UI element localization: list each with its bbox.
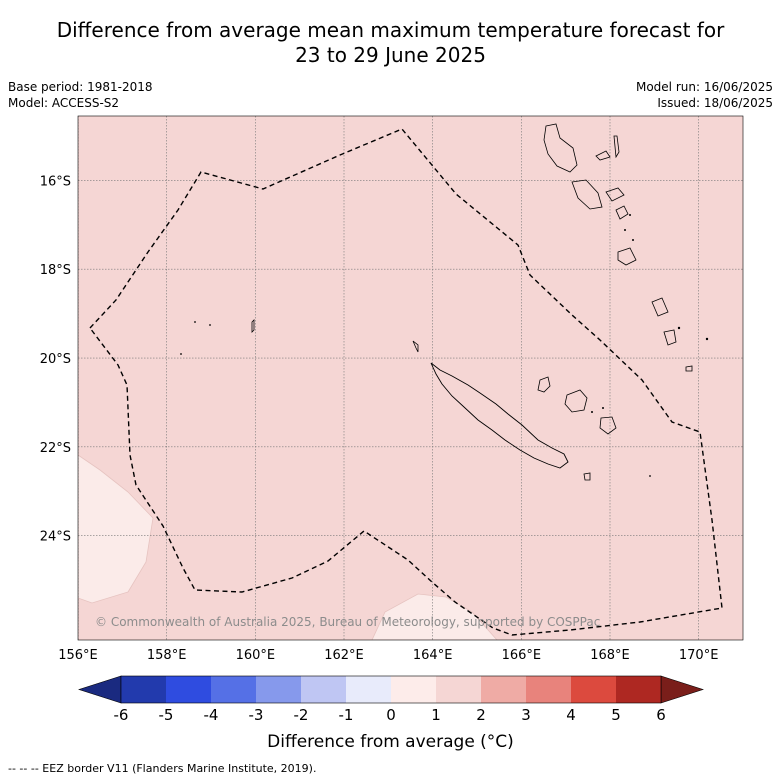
weak-anomaly-area-west xyxy=(78,454,154,604)
colorbar-frame xyxy=(120,675,662,704)
colorbar: -6 -5 -4 -3 -2 -1 0 1 2 3 4 5 6 xyxy=(78,675,704,724)
lat-tick-label: 24°S xyxy=(40,530,71,545)
colorbar-tick-label: 6 xyxy=(656,706,666,724)
gridlines xyxy=(78,116,743,640)
tanna-island xyxy=(651,297,669,317)
colorbar-tick-label: 3 xyxy=(521,706,531,724)
colorbar-tick-label: -5 xyxy=(159,706,174,724)
lat-tick-label: 18°S xyxy=(40,263,71,278)
colorbar-tick-label: 0 xyxy=(386,706,396,724)
colorbar-swatch xyxy=(571,676,616,703)
maewo-island xyxy=(613,135,620,159)
model-name: Model: ACCESS-S2 xyxy=(8,96,120,110)
colorbar-tick-label: 4 xyxy=(566,706,576,724)
map-background xyxy=(78,116,743,640)
small-islands xyxy=(180,214,709,477)
efate-island xyxy=(615,205,629,220)
colorbar-swatch xyxy=(346,676,391,703)
lon-tick-label: 168°E xyxy=(590,648,630,663)
colorbar-swatch xyxy=(481,676,526,703)
colorbar-tick-label: 1 xyxy=(431,706,441,724)
meta-left: Base period: 1981-2018 Model: ACCESS-S2 xyxy=(8,79,153,111)
lon-tick-label: 162°E xyxy=(324,648,364,663)
issued-date: Issued: 18/06/2025 xyxy=(657,96,773,110)
erromango-island xyxy=(617,247,637,266)
colorbar-tick-label: -6 xyxy=(114,706,129,724)
model-run: Model run: 16/06/2025 xyxy=(635,80,773,94)
colorbar-over-arrow xyxy=(660,675,704,704)
lat-tick-label: 16°S xyxy=(40,174,71,189)
weak-anomaly-area-south xyxy=(371,593,498,640)
belep-islands xyxy=(412,340,419,353)
colorbar-title: Difference from average (°C) xyxy=(267,732,514,752)
colorbar-swatch xyxy=(391,676,436,703)
colorbar-tick-label: 2 xyxy=(476,706,486,724)
colorbar-swatch xyxy=(436,676,481,703)
chart-title: Difference from average mean maximum tem… xyxy=(0,18,781,68)
espiritu-santo xyxy=(543,123,578,173)
lifou-island xyxy=(564,389,588,413)
malekula-island xyxy=(571,179,603,210)
ouvea-island xyxy=(537,376,551,393)
matthew-island xyxy=(685,365,693,372)
lon-tick-label: 160°E xyxy=(236,648,276,663)
title-line-1: Difference from average mean maximum tem… xyxy=(56,18,725,42)
map-frame xyxy=(77,115,744,641)
meta-right: Model run: 16/06/2025 Issued: 18/06/2025 xyxy=(636,79,773,111)
colorbar-swatch xyxy=(256,676,301,703)
colorbar-tick-label: -2 xyxy=(294,706,309,724)
colorbar-swatch xyxy=(616,676,661,703)
colorbar-under-arrow xyxy=(78,675,122,704)
lon-tick-label: 166°E xyxy=(502,648,542,663)
colorbar-swatch xyxy=(166,676,211,703)
colorbar-swatch xyxy=(121,676,166,703)
lon-tick-label: 156°E xyxy=(58,648,98,663)
lon-tick-label: 158°E xyxy=(147,648,187,663)
map-panel xyxy=(77,115,744,641)
colorbar-swatch xyxy=(301,676,346,703)
new-caledonia-coastline xyxy=(430,362,569,469)
colorbar-tick-label: 5 xyxy=(611,706,621,724)
lat-tick-label: 22°S xyxy=(40,441,71,456)
mare-island xyxy=(599,416,617,435)
eez-border xyxy=(89,128,723,636)
isle-of-pines xyxy=(583,472,591,481)
eez-legend-note: -- -- -- EEZ border V11 (Flanders Marine… xyxy=(8,762,317,775)
lat-tick-label: 20°S xyxy=(40,352,71,367)
colorbar-tick-label: -3 xyxy=(249,706,264,724)
lon-tick-label: 170°E xyxy=(679,648,719,663)
colorbar-swatch xyxy=(211,676,256,703)
aneityum-island xyxy=(663,329,677,346)
base-period: Base period: 1981-2018 xyxy=(8,80,153,94)
latitude-tick-labels: 16°S 18°S 20°S 22°S 24°S xyxy=(40,174,71,544)
colorbar-swatch xyxy=(526,676,571,703)
longitude-tick-labels: 156°E 158°E 160°E 162°E 164°E 166°E 168°E 170°E xyxy=(58,648,718,663)
title-line-2: 23 to 29 June 2025 xyxy=(295,43,486,67)
colorbar-tick-label: -4 xyxy=(204,706,219,724)
chesterfield-reef xyxy=(251,319,255,333)
copyright-text: © Commonwealth of Australia 2025, Bureau… xyxy=(95,615,600,629)
epi-island xyxy=(605,187,625,202)
ambae-island xyxy=(595,150,611,161)
colorbar-tick-label: -1 xyxy=(339,706,354,724)
lon-tick-label: 164°E xyxy=(413,648,453,663)
